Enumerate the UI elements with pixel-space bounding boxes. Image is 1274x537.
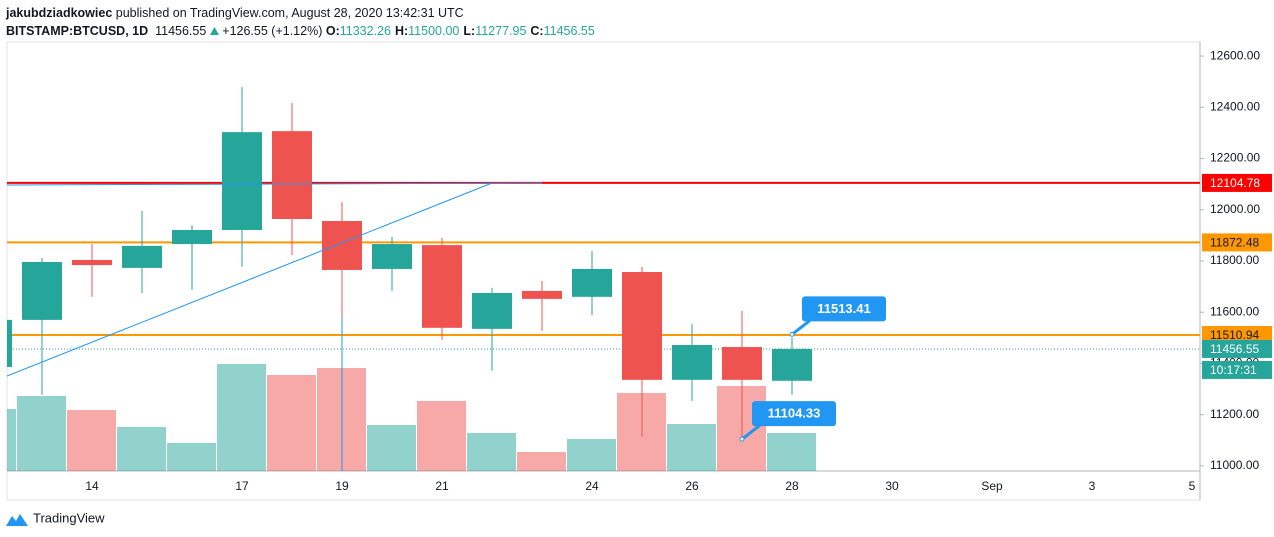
- volume-bar: [217, 363, 266, 471]
- ohlc: O:11332.26 H:11500.00 L:11277.95 C:11456.55: [326, 24, 599, 38]
- header-line-1: jakubdziadkowiec published on TradingVie…: [6, 4, 599, 22]
- brand: TradingView: [33, 510, 105, 525]
- ohlc-label: C:: [530, 24, 544, 38]
- x-tick-label: 17: [235, 479, 249, 493]
- x-tick-label: 14: [85, 479, 99, 493]
- x-tick-label: Sep: [981, 479, 1003, 493]
- ohlc-value: 11456.55: [543, 24, 595, 38]
- x-tick-label: 28: [785, 479, 799, 493]
- header: jakubdziadkowiec published on TradingVie…: [6, 4, 599, 40]
- x-tick-label: 3: [1089, 479, 1096, 493]
- ohlc-label: L:: [463, 24, 476, 38]
- price-line-label-bg: [1202, 233, 1272, 252]
- last-price: 11456.55: [155, 24, 207, 38]
- price-line-label-bg: [1202, 326, 1272, 345]
- candle-body: [772, 348, 812, 381]
- candle-body: [72, 259, 112, 266]
- axis-layer: 11000.0011200.0011400.0011600.0011800.00…: [85, 48, 1272, 493]
- callout-anchor: [789, 331, 795, 337]
- x-tick-label: 24: [585, 479, 599, 493]
- volume-bar: [267, 375, 316, 471]
- y-tick-label: 11600.00: [1210, 304, 1259, 318]
- y-tick-label: 11000.00: [1210, 458, 1259, 472]
- volume-bar: [767, 432, 816, 471]
- x-tick-label: 21: [435, 479, 449, 493]
- callout-box: [802, 296, 886, 322]
- countdown-bg: [1202, 360, 1272, 379]
- price-line-label-bg: [1202, 173, 1272, 192]
- volume-bar: [517, 452, 566, 471]
- countdown: 10:17:31: [1210, 363, 1257, 377]
- last-price-label-bg: [1202, 339, 1272, 358]
- annotations: 11513.41 11104.33: [739, 296, 886, 442]
- callout-anchor: [739, 436, 745, 442]
- candle-body: [22, 262, 62, 320]
- volume-bar: [567, 439, 616, 471]
- ohlc-label: H:: [394, 24, 409, 38]
- callout-box: [752, 401, 836, 427]
- header-line-2: BITSTAMP:BTCUSD, 1D 11456.55 +126.55 (+1…: [6, 22, 599, 40]
- candle-body: [422, 245, 462, 328]
- y-tick-label: 11200.00: [1210, 407, 1259, 421]
- drawings: [7, 182, 543, 471]
- horizontal-ray: [7, 182, 543, 186]
- volume-layer: [7, 363, 816, 471]
- ohlc-value: 11332.26: [339, 24, 391, 38]
- candle-body: [7, 319, 12, 368]
- volume-bar: [667, 424, 716, 471]
- callout-text: 11513.41: [817, 301, 871, 316]
- candle-body: [672, 344, 712, 380]
- volume-bar: [167, 443, 216, 471]
- logo-icon: [6, 514, 28, 526]
- candle-body: [172, 229, 212, 245]
- publisher: jakubdziadkowiec: [6, 6, 113, 20]
- candle-body: [522, 290, 562, 299]
- price-line-label: 11510.94: [1210, 328, 1259, 342]
- last-price-label: 11456.55: [1210, 342, 1259, 356]
- candle-layer: [7, 87, 812, 440]
- callout-text: 11104.33: [768, 406, 821, 421]
- candle-body: [722, 347, 762, 380]
- up-arrow: [209, 27, 219, 35]
- volume-bar: [367, 425, 416, 471]
- ohlc-label: O:: [325, 24, 340, 38]
- ohlc-value: 11500.00: [408, 24, 460, 38]
- change: +126.55 (+1.12%): [222, 24, 323, 38]
- price-line-label: 11872.48: [1210, 236, 1259, 250]
- volume-bar: [467, 432, 516, 471]
- x-tick-label: 5: [1189, 479, 1196, 493]
- callout-pointer: [791, 319, 811, 336]
- price-line-label: 12104.78: [1210, 176, 1260, 190]
- volume-bar: [7, 409, 16, 471]
- logo: [6, 514, 28, 526]
- ohlc-value: 11277.95: [475, 24, 527, 38]
- volume-bar: [117, 426, 166, 471]
- volume-bar: [417, 401, 466, 471]
- volume-bar: [67, 410, 116, 471]
- x-tick-label: 30: [885, 479, 899, 493]
- x-tick-label: 26: [685, 479, 699, 493]
- callout-pointer: [741, 423, 761, 441]
- candle-body: [622, 271, 662, 380]
- y-tick-label: 12600.00: [1210, 48, 1260, 62]
- candle-body: [272, 131, 312, 219]
- symbol: BITSTAMP:BTCUSD, 1D: [6, 24, 149, 38]
- price-lines: [7, 181, 1200, 350]
- y-tick-label: 12200.00: [1210, 151, 1260, 165]
- y-tick-label: 12400.00: [1210, 99, 1260, 113]
- x-tick-label: 19: [335, 479, 349, 493]
- y-tick-label: 12000.00: [1210, 202, 1260, 216]
- y-tick-label: 11800.00: [1210, 253, 1259, 267]
- candle-body: [472, 292, 512, 329]
- candle-body: [222, 132, 262, 230]
- candle-body: [322, 221, 362, 270]
- volume-bar: [17, 396, 66, 471]
- trend-line: [7, 182, 493, 377]
- candle-body: [372, 244, 412, 269]
- candle-body: [122, 245, 162, 268]
- candle-body: [572, 268, 612, 297]
- published: published on TradingView.com, August 28,…: [115, 6, 464, 20]
